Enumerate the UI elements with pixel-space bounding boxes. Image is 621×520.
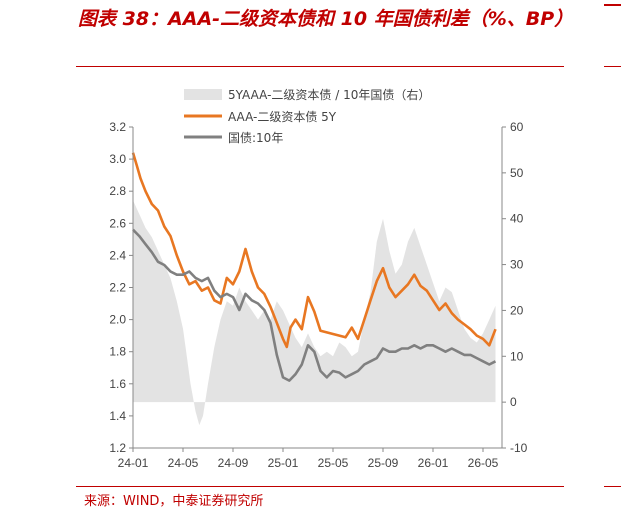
header-rule <box>76 66 564 67</box>
header-rule-right <box>604 66 621 67</box>
legend-swatch-area <box>184 89 222 100</box>
footer-rule <box>76 486 564 487</box>
right-tick-label: 0 <box>510 395 517 409</box>
right-tick-label: -10 <box>510 441 528 455</box>
x-tick-label: 24-01 <box>118 456 149 470</box>
x-tick-label: 25-09 <box>368 456 399 470</box>
chart-title: 图表 38：AAA-二级资本债和 10 年国债利差（%、BP） <box>78 8 574 30</box>
right-tick-label: 60 <box>510 120 524 134</box>
left-tick-label: 2.4 <box>109 248 126 262</box>
legend-label: 国债:10年 <box>228 131 283 145</box>
footer-rule-right <box>604 486 621 487</box>
left-tick-label: 1.4 <box>109 409 126 423</box>
right-tick-label: 30 <box>510 258 524 272</box>
right-tick-label: 50 <box>510 166 524 180</box>
right-tick-label: 40 <box>510 212 524 226</box>
legend-label: 5YAAA-二级资本债 / 10年国债（右） <box>228 87 430 102</box>
x-tick-label: 26-01 <box>418 456 449 470</box>
line-series-aaa-5y <box>131 152 497 349</box>
area-series-spread <box>133 200 496 426</box>
left-tick-label: 2.6 <box>109 216 126 230</box>
left-tick-label: 2.0 <box>109 313 126 327</box>
left-tick-label: 3.2 <box>109 120 126 134</box>
left-tick-label: 1.2 <box>109 441 126 455</box>
right-tick-label: 20 <box>510 303 524 317</box>
x-tick-label: 24-09 <box>218 456 249 470</box>
legend-label: AAA-二级资本债 5Y <box>228 110 337 124</box>
left-tick-label: 1.6 <box>109 377 126 391</box>
line-series-gov-10y <box>132 228 497 382</box>
header-accent-rule <box>604 4 621 6</box>
left-tick-label: 2.8 <box>109 184 126 198</box>
x-tick-label: 24-05 <box>168 456 199 470</box>
left-tick-label: 2.2 <box>109 281 126 295</box>
left-tick-label: 3.0 <box>109 152 126 166</box>
right-tick-label: 10 <box>510 349 524 363</box>
x-tick-label: 25-01 <box>268 456 299 470</box>
x-tick-label: 25-05 <box>318 456 349 470</box>
left-tick-label: 1.8 <box>109 345 126 359</box>
x-tick-label: 26-05 <box>468 456 499 470</box>
source-note: 来源：WIND，中泰证券研究所 <box>84 494 264 509</box>
